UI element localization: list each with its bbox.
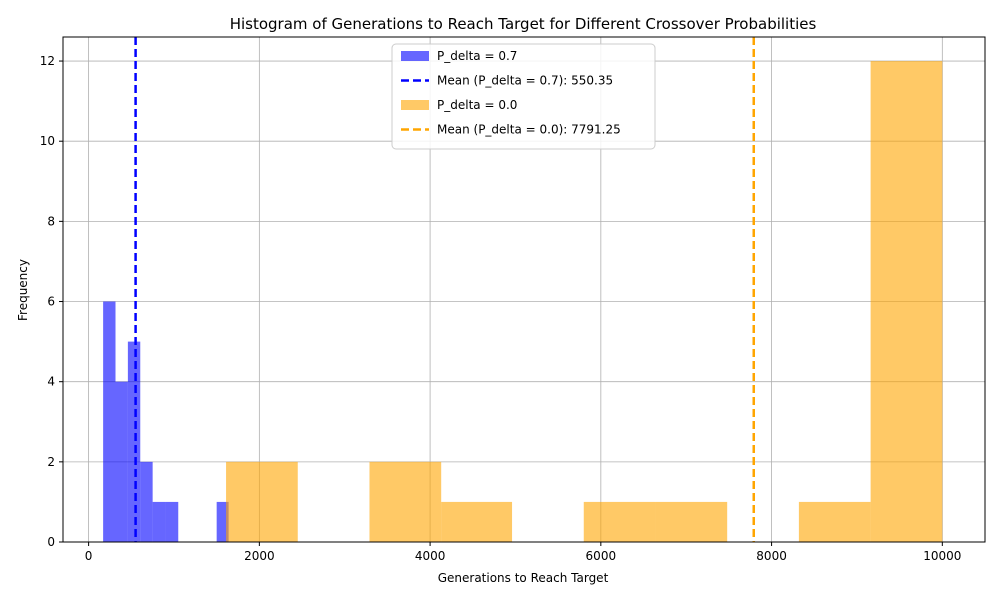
x-axis-label: Generations to Reach Target [438,571,609,585]
x-tick-label: 2000 [244,549,275,563]
legend-swatch-patch [401,51,429,61]
histogram-bar-series-1 [583,501,656,542]
y-tick-label: 10 [40,134,55,148]
x-tick-label: 0 [85,549,93,563]
y-tick-label: 0 [47,535,55,549]
y-axis-label: Frequency [16,259,30,321]
legend-entry-label: P_delta = 0.7 [437,49,517,63]
x-tick-label: 6000 [586,549,617,563]
histogram-bar-series-0 [165,501,179,542]
x-tick-label: 10000 [923,549,961,563]
legend-entry-label: Mean (P_delta = 0.7): 550.35 [437,74,613,88]
x-tick-label: 4000 [415,549,446,563]
ticks-layer: 0 2000 4000 6000 8000 10000 0 2 4 6 8 10 12 [40,54,962,563]
legend-entry-label: Mean (P_delta = 0.0): 7791.25 [437,123,621,137]
histogram-bar-series-0 [115,381,128,542]
x-tick-label: 8000 [756,549,787,563]
y-tick-label: 4 [47,375,55,389]
y-tick-label: 2 [47,455,55,469]
mean-lines-layer [134,37,756,542]
histogram-bar-series-0 [216,501,229,542]
legend: P_delta = 0.7 Mean (P_delta = 0.7): 550.3… [391,43,656,150]
histogram-bar-series-0 [140,461,153,542]
y-tick-label: 6 [47,295,55,309]
legend-entry-label: P_delta = 0.0 [437,98,517,112]
histogram-bar-series-0 [103,301,116,542]
histogram-bar-series-1 [655,501,728,542]
chart-title: Histogram of Generations to Reach Target… [230,15,817,33]
histogram-bar-series-1 [226,461,298,542]
legend-swatch-patch [401,100,429,110]
legend-box [391,43,656,150]
plot-frame [62,36,986,543]
y-tick-label: 8 [47,214,55,228]
histogram-bar-series-1 [798,501,871,542]
axes-layer [62,36,986,543]
y-tick-label: 12 [40,54,55,68]
histogram-bar-series-1 [870,61,943,543]
histogram-bar-series-1 [441,501,513,542]
histogram-bar-series-0 [127,341,141,542]
histogram-bar-series-0 [152,501,166,542]
bars-layer [103,61,943,543]
histogram-bar-series-1 [369,461,442,542]
